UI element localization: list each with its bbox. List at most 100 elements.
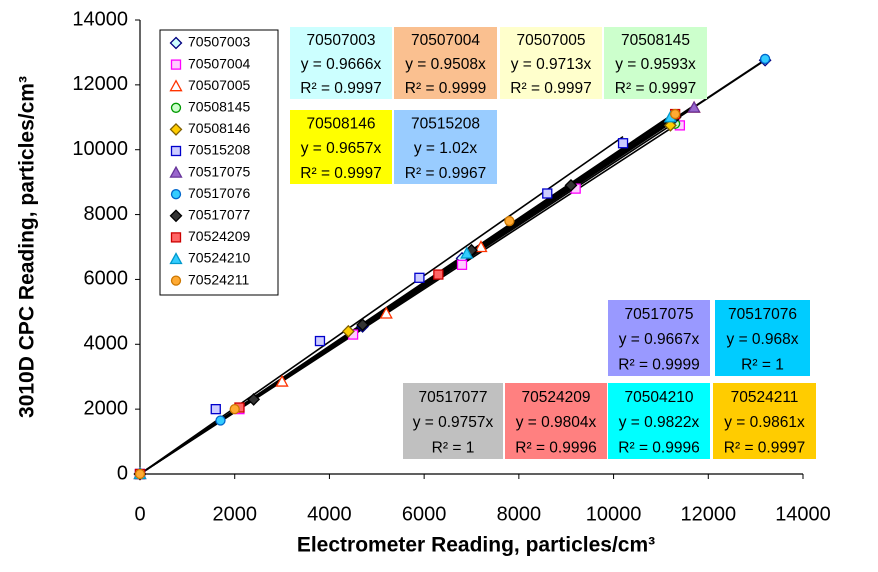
legend-label: 70507004 [188,55,251,71]
point [215,415,226,426]
point [687,100,701,113]
legend-marker [170,145,182,157]
annotation-text: y = 0.9593x [615,56,696,73]
legend-box [159,29,279,296]
annotation: 70508146 y = 0.9657x R² = 0.9997 [290,110,392,184]
annotation-text: 70504210 [625,389,694,406]
annotation-box [608,383,710,459]
point [314,335,326,347]
annotation: 70517076 y = 0.968x R² = 1 [715,300,810,376]
point [456,259,468,270]
annotation-box [713,383,816,459]
legend: 70507003 70507004 70507005 70508145 70508146… [159,29,279,296]
annotation-text: R² = 0.9967 [405,165,486,182]
point [414,272,425,283]
annotation-box [403,383,503,459]
annotation-box [290,110,392,184]
legend-label: 70508146 [188,120,251,136]
legend-label: 70517077 [188,207,251,223]
annotation: 70507003 y = 0.9666x R² = 0.9997 [290,27,392,99]
annotation-text: 70524209 [522,389,591,406]
point [460,246,474,259]
annotation-text: R² = 0.9997 [724,439,805,456]
annotation: 70517077 y = 0.9757x R² = 1 [403,383,503,459]
legend-marker [170,232,182,243]
annotation-text: y = 0.9713x [511,56,592,73]
annotation-box [394,110,497,184]
annotation-text: y = 0.9822x [619,414,700,431]
x-tick-label: 6000 [402,503,447,525]
annotation: 70515208 y = 1.02x R² = 0.9967 [394,110,497,184]
annotation-text: R² = 0.9997 [300,165,381,182]
point [356,318,369,332]
annotation-text: y = 0.9757x [413,414,494,431]
annotation-text: y = 0.9861x [724,414,805,431]
point [504,215,515,227]
annotation: 70507005 y = 0.9713x R² = 0.9997 [500,27,602,99]
x-tick-label: 2000 [212,503,257,525]
annotation-text: R² = 1 [432,439,475,456]
y-tick-label: 0 [117,462,128,484]
annotation-box [715,300,810,376]
legend-label: 70517076 [188,185,251,201]
annotation-text: R² = 0.9997 [510,80,591,97]
annotation-text: R² = 0.9996 [515,439,596,456]
legend-label: 70515208 [188,142,251,158]
annotation-text: R² = 1 [741,356,784,373]
annotation-text: 70508146 [307,115,376,132]
legend-marker [170,59,182,70]
annotation-box [500,27,602,99]
annotation-box [505,383,607,459]
y-tick-label: 12000 [72,73,128,95]
legend-label: 70517075 [188,163,251,179]
annotation-text: R² = 0.9999 [618,356,699,373]
legend-label: 70507003 [188,34,251,50]
legend-marker [169,36,183,50]
point [379,306,393,319]
annotation-text: 70515208 [411,115,480,132]
annotation-text: 70507004 [411,32,480,49]
annotation: 70504210 y = 0.9822x R² = 0.9996 [608,383,710,459]
annotation-text: R² = 0.9999 [405,80,486,97]
trend-line [139,111,676,475]
annotation-text: 70517075 [625,306,694,323]
legend-label: 70507005 [188,77,251,93]
point [134,468,146,480]
annotation: 70524211 y = 0.9861x R² = 0.9997 [713,383,816,459]
x-tick-label: 12000 [680,503,736,525]
x-tick-label: 0 [134,503,145,525]
x-tick-label: 10000 [586,503,642,525]
annotation-text: R² = 0.9997 [615,80,696,97]
legend-marker [169,122,183,136]
annotation-text: y = 1.02x [414,140,478,157]
legend-marker [169,252,183,265]
annotation-text: R² = 0.9996 [618,439,699,456]
y-tick-label: 14000 [72,8,128,30]
legend-marker [170,102,182,113]
point [759,53,771,65]
y-tick-label: 4000 [84,333,129,355]
annotation-text: y = 0.9667x [619,331,700,348]
legend-label: 70524210 [188,250,251,266]
annotation: 70508145 y = 0.9593x R² = 0.9997 [604,27,707,99]
annotation-text: y = 0.9804x [516,414,597,431]
y-tick-label: 2000 [84,397,129,419]
annotation-text: y = 0.968x [727,331,799,348]
annotation-text: 70507003 [307,32,376,49]
annotation-box [394,27,497,99]
annotation-text: 70517077 [419,389,488,406]
annotation-text: 70524211 [731,389,799,406]
annotation-text: 70507005 [517,32,586,49]
point [247,392,261,406]
legend-marker [169,79,183,92]
annotation-text: y = 0.9657x [301,140,382,157]
point [542,188,553,199]
x-axis-title: Electrometer Reading, particles/cm³ [297,534,655,557]
annotation-box [604,27,707,99]
annotation-box [290,27,392,99]
annotation-text: 70517076 [728,306,797,323]
legend-marker [170,189,182,200]
annotation-box [608,300,710,376]
